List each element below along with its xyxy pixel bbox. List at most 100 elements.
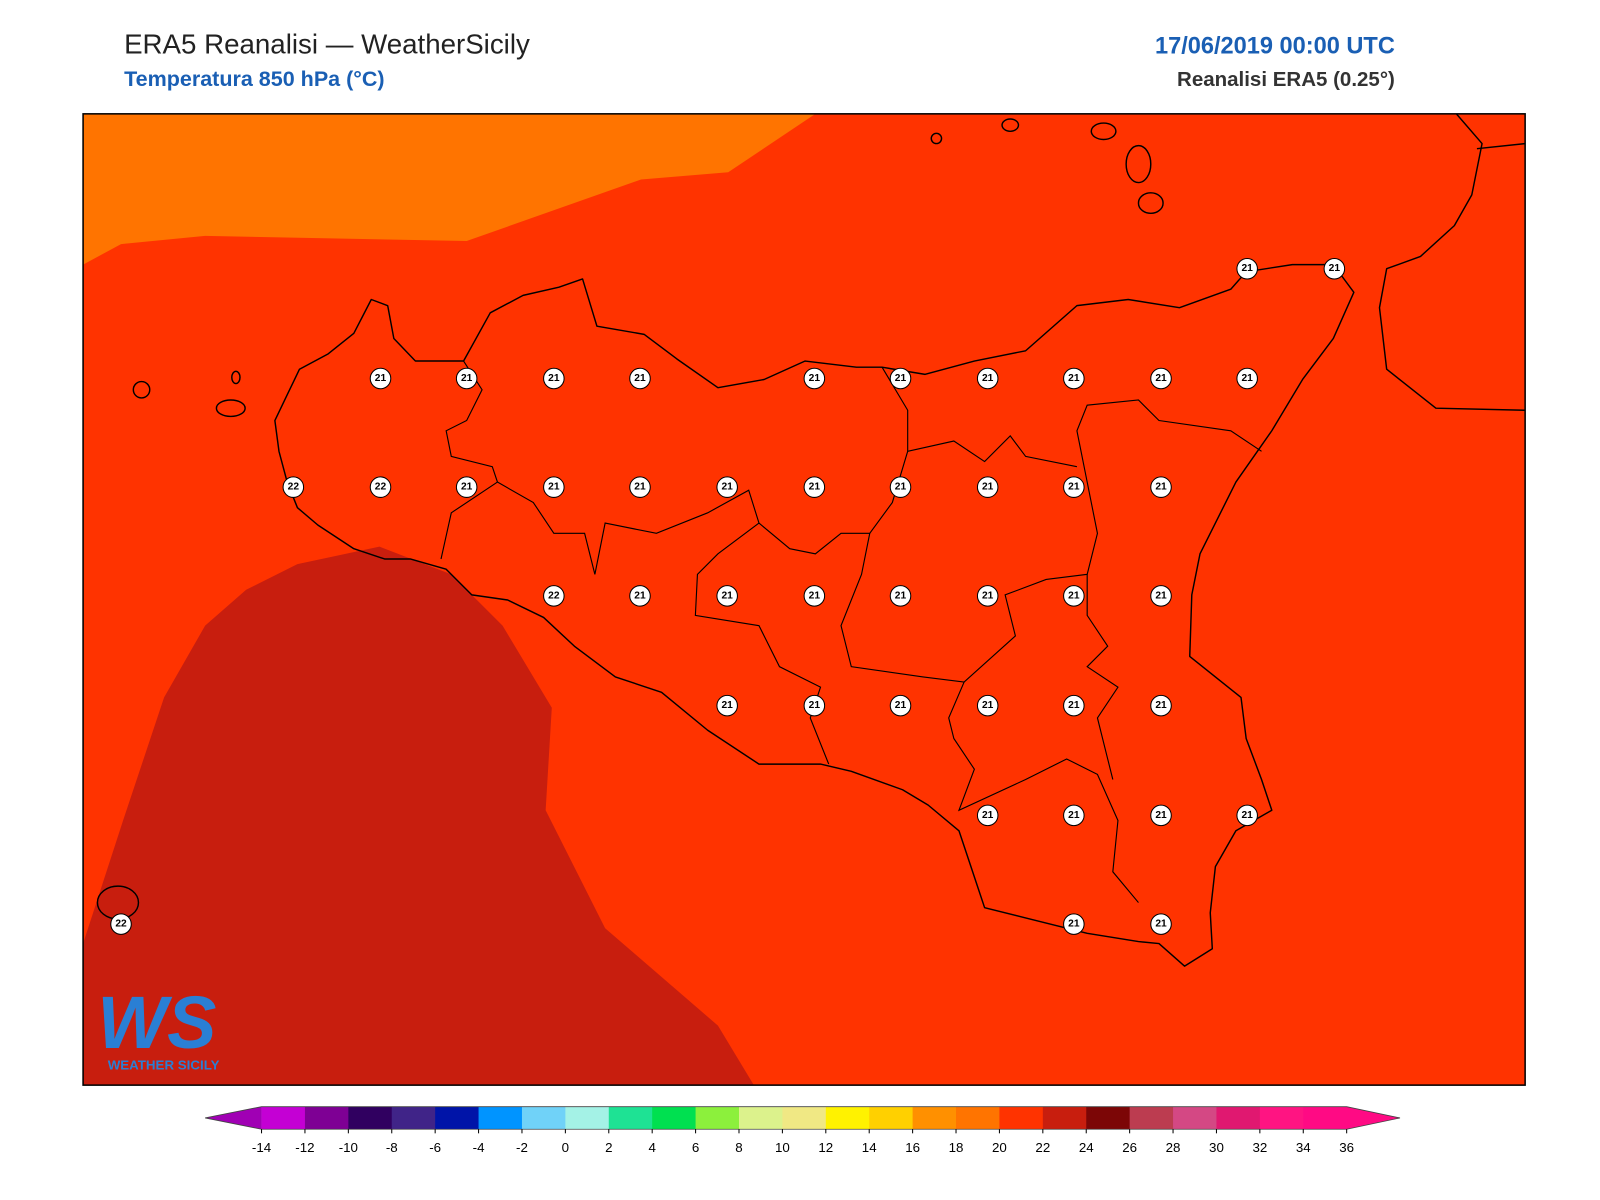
date: 17/06/2019 00:00 UTC <box>1155 32 1395 58</box>
station: 21 <box>543 367 565 390</box>
station-value: 21 <box>721 482 733 493</box>
station: 21 <box>976 694 999 717</box>
station-value: 21 <box>982 810 994 821</box>
colorbar-bin <box>738 1106 783 1130</box>
province-border <box>948 681 1139 903</box>
colorbar-bin <box>391 1106 436 1130</box>
source: Reanalisi ERA5 (0.25°) <box>1177 68 1395 91</box>
province-border <box>907 435 1078 468</box>
station-marker <box>1323 257 1346 280</box>
station: 22 <box>369 476 392 498</box>
island <box>1090 122 1117 141</box>
colorbar-bin <box>652 1106 697 1130</box>
colorbar-bin <box>565 1106 610 1130</box>
station-marker <box>976 804 999 827</box>
station-marker <box>1063 476 1085 498</box>
station-marker <box>889 367 912 390</box>
station-value: 21 <box>982 590 994 601</box>
station-value: 21 <box>895 373 907 384</box>
station-marker <box>889 585 912 607</box>
colorbar-label: -2 <box>516 1140 528 1155</box>
station-marker <box>803 367 826 390</box>
station-value: 22 <box>115 919 127 930</box>
subtitle: Temperatura 850 hPa (°C) <box>124 67 384 91</box>
colorbar-label: 2 <box>605 1140 612 1155</box>
station-marker <box>716 694 738 717</box>
station: 21 <box>455 367 478 390</box>
station-value: 21 <box>982 373 994 384</box>
station: 21 <box>803 585 826 607</box>
station-marker <box>716 585 738 607</box>
logo-text: WEATHER SICILY <box>108 1058 220 1073</box>
colorbar-label: -10 <box>339 1140 358 1155</box>
station: 21 <box>1063 367 1085 390</box>
colorbar-label: 22 <box>1035 1140 1050 1155</box>
station-marker <box>976 476 999 498</box>
colorbar-label: 12 <box>818 1140 833 1155</box>
island <box>1137 192 1164 215</box>
station: 21 <box>716 585 738 607</box>
colorbar-label: -14 <box>252 1140 272 1155</box>
station-value: 21 <box>1068 373 1080 384</box>
station-value: 21 <box>895 590 907 601</box>
station-value: 21 <box>1155 373 1167 384</box>
station-value: 21 <box>375 373 387 384</box>
station-value: 21 <box>1329 263 1341 274</box>
station-value: 21 <box>982 482 994 493</box>
station: 21 <box>543 476 565 498</box>
station: 21 <box>1063 585 1085 607</box>
station: 21 <box>1236 804 1258 827</box>
station: 22 <box>543 585 565 607</box>
station: 21 <box>889 476 912 498</box>
colorbar-bin <box>1042 1106 1087 1130</box>
colorbar-bin <box>1216 1106 1261 1130</box>
colorbar-bin <box>261 1106 306 1130</box>
station-value: 21 <box>1155 590 1167 601</box>
station-marker <box>803 585 826 607</box>
station: 21 <box>1063 476 1085 498</box>
station: 21 <box>803 694 826 717</box>
station: 21 <box>1150 476 1172 498</box>
title: ERA5 Reanalisi — WeatherSicily <box>124 28 530 59</box>
station: 21 <box>629 367 651 390</box>
station-value: 21 <box>895 700 907 711</box>
colorbar-label: 26 <box>1122 1140 1137 1155</box>
station: 21 <box>369 367 392 390</box>
station-value: 21 <box>1068 482 1080 493</box>
colorbar-bin <box>1303 1106 1348 1130</box>
station: 21 <box>976 476 999 498</box>
station: 21 <box>1063 913 1085 935</box>
logo-mark: WS <box>97 981 216 1064</box>
colorbar-bin <box>304 1106 349 1130</box>
station-value: 21 <box>1068 810 1080 821</box>
station: 21 <box>1323 257 1346 280</box>
station-marker <box>282 476 305 498</box>
station: 21 <box>1150 804 1172 827</box>
station-marker <box>455 476 478 498</box>
station-marker <box>1150 476 1172 498</box>
colorbar-label: 34 <box>1296 1140 1311 1155</box>
station: 21 <box>889 367 912 390</box>
station-value: 21 <box>461 373 473 384</box>
station: 21 <box>1150 367 1172 390</box>
station-value: 21 <box>634 373 646 384</box>
station-marker <box>1236 367 1258 390</box>
province-border <box>440 360 499 560</box>
station-marker <box>629 367 651 390</box>
station: 21 <box>889 694 912 717</box>
colorbar-bin <box>956 1106 1000 1130</box>
station-marker <box>543 367 565 390</box>
station-value: 21 <box>1068 919 1080 930</box>
colorbar-bin <box>1129 1106 1174 1130</box>
island <box>132 380 151 399</box>
colorbar-label: 18 <box>949 1140 964 1155</box>
station: 21 <box>1150 913 1172 935</box>
colorbar-bin <box>695 1106 740 1130</box>
station-marker <box>629 476 651 498</box>
station: 21 <box>976 367 999 390</box>
colorbar-label: -4 <box>473 1140 485 1155</box>
station-marker <box>1150 585 1172 607</box>
colorbar-bin <box>825 1106 870 1130</box>
map: 21 21 21 21 21 21 21 21 21 21 21 21 22 22 21 21 21 21 21 21… <box>83 113 1526 1086</box>
station: 21 <box>716 476 738 498</box>
